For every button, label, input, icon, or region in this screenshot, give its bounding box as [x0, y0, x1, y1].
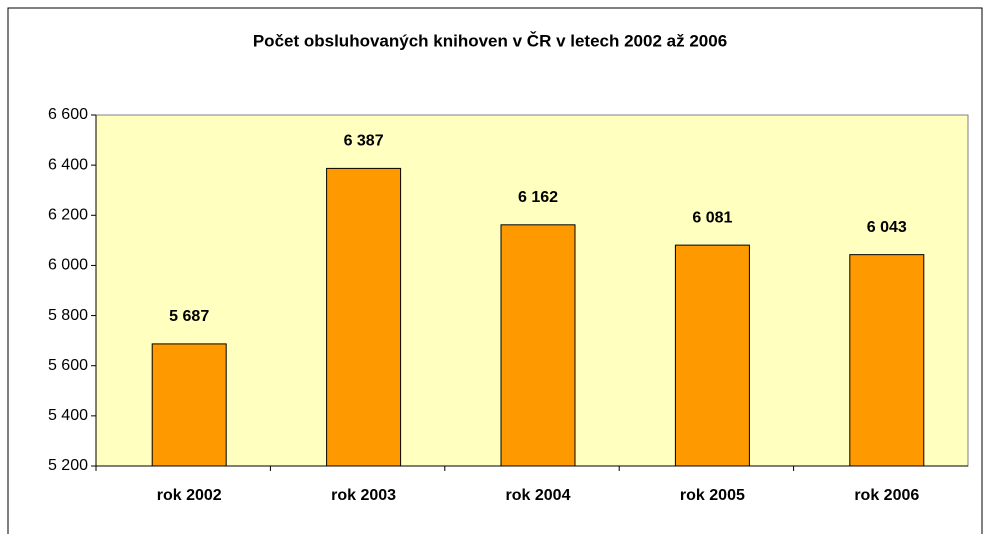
y-tick-label: 5 400 [48, 407, 88, 424]
bar [151, 343, 227, 467]
y-tick-label: 5 600 [48, 357, 88, 374]
x-tick-label: rok 2004 [506, 487, 571, 504]
bar [500, 224, 576, 467]
x-tick-label: rok 2003 [331, 487, 396, 504]
y-tick-label: 5 800 [48, 307, 88, 324]
value-label: 6 043 [867, 219, 907, 236]
value-label: 6 162 [518, 189, 558, 206]
bar [326, 167, 402, 467]
x-tick-label: rok 2002 [157, 487, 222, 504]
y-tick-label: 5 200 [48, 457, 88, 474]
x-tick-label: rok 2005 [680, 487, 745, 504]
value-label: 6 081 [692, 209, 732, 226]
y-tick-label: 6 000 [48, 257, 88, 274]
y-tick-label: 6 400 [48, 156, 88, 173]
y-tick-label: 6 600 [48, 106, 88, 123]
y-tick-label: 6 200 [48, 207, 88, 224]
value-label: 6 387 [344, 133, 384, 150]
bar [674, 244, 750, 467]
x-tick-label: rok 2006 [854, 487, 919, 504]
value-label: 5 687 [169, 308, 209, 325]
chart-title: Počet obsluhovaných knihoven v ČR v lete… [253, 31, 727, 50]
bar [849, 254, 925, 467]
